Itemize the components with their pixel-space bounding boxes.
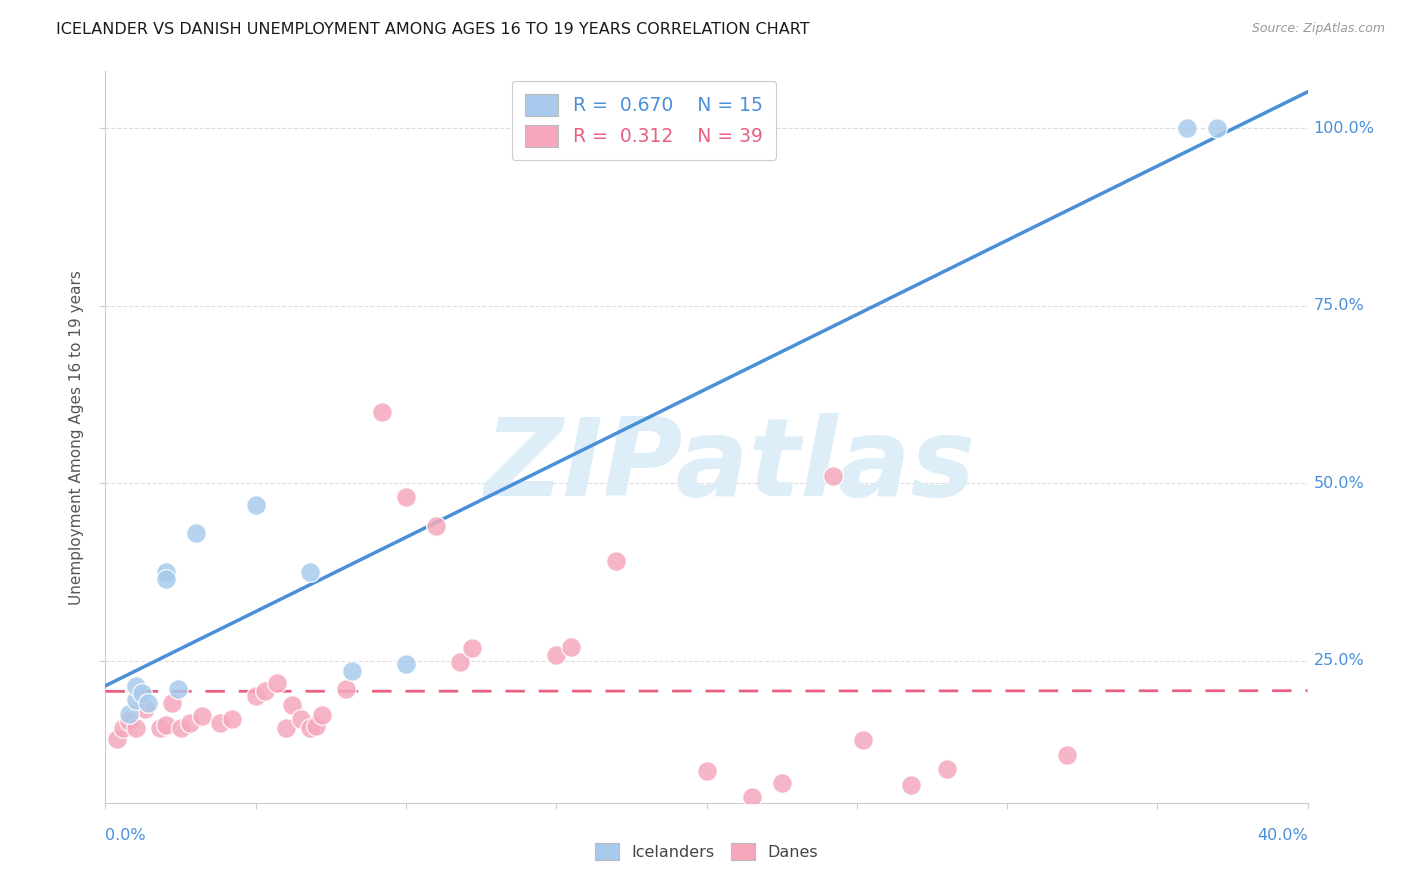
- Point: [560, 640, 582, 654]
- Point: [124, 693, 146, 707]
- Point: [1206, 121, 1229, 136]
- Point: [461, 640, 484, 655]
- Text: Source: ZipAtlas.com: Source: ZipAtlas.com: [1251, 22, 1385, 36]
- Point: [155, 717, 177, 731]
- Text: 0.0%: 0.0%: [105, 829, 146, 844]
- Point: [266, 676, 288, 690]
- Point: [134, 702, 156, 716]
- Point: [305, 719, 328, 733]
- Point: [131, 686, 153, 700]
- Point: [274, 721, 297, 735]
- Point: [124, 679, 146, 693]
- Point: [166, 682, 188, 697]
- Point: [208, 715, 231, 730]
- Point: [371, 405, 394, 419]
- Point: [852, 733, 875, 747]
- Y-axis label: Unemployment Among Ages 16 to 19 years: Unemployment Among Ages 16 to 19 years: [69, 269, 84, 605]
- Point: [311, 708, 333, 723]
- Point: [118, 714, 141, 728]
- Point: [160, 697, 183, 711]
- Point: [1175, 121, 1198, 136]
- Text: 100.0%: 100.0%: [1313, 120, 1375, 136]
- Point: [395, 491, 418, 505]
- Text: 25.0%: 25.0%: [1313, 653, 1364, 668]
- Point: [245, 498, 267, 512]
- Point: [107, 731, 129, 746]
- Point: [741, 790, 763, 805]
- Text: 40.0%: 40.0%: [1257, 829, 1308, 844]
- Point: [298, 721, 321, 735]
- Point: [124, 721, 146, 735]
- Point: [335, 682, 357, 697]
- Point: [298, 565, 321, 579]
- Text: ICELANDER VS DANISH UNEMPLOYMENT AMONG AGES 16 TO 19 YEARS CORRELATION CHART: ICELANDER VS DANISH UNEMPLOYMENT AMONG A…: [56, 22, 810, 37]
- Point: [118, 706, 141, 721]
- Point: [340, 665, 363, 679]
- Point: [821, 469, 844, 483]
- Point: [221, 712, 243, 726]
- Point: [936, 762, 959, 776]
- Point: [290, 712, 312, 726]
- Point: [546, 648, 568, 662]
- Point: [245, 690, 267, 704]
- Point: [155, 572, 177, 586]
- Legend: Icelanders, Danes: Icelanders, Danes: [586, 836, 827, 868]
- Point: [696, 764, 718, 778]
- Point: [179, 716, 201, 731]
- Point: [900, 778, 922, 792]
- Point: [425, 519, 447, 533]
- Point: [190, 709, 212, 723]
- Point: [148, 721, 170, 735]
- Point: [449, 655, 471, 669]
- Text: 75.0%: 75.0%: [1313, 298, 1364, 313]
- Point: [605, 554, 627, 568]
- Point: [136, 697, 159, 711]
- Point: [155, 565, 177, 579]
- Text: ZIPatlas: ZIPatlas: [485, 413, 976, 519]
- Point: [770, 776, 793, 790]
- Point: [281, 698, 304, 712]
- Point: [253, 683, 276, 698]
- Text: 50.0%: 50.0%: [1313, 475, 1364, 491]
- Point: [1056, 747, 1078, 762]
- Point: [169, 721, 191, 735]
- Point: [395, 657, 418, 672]
- Point: [184, 525, 207, 540]
- Point: [112, 721, 135, 735]
